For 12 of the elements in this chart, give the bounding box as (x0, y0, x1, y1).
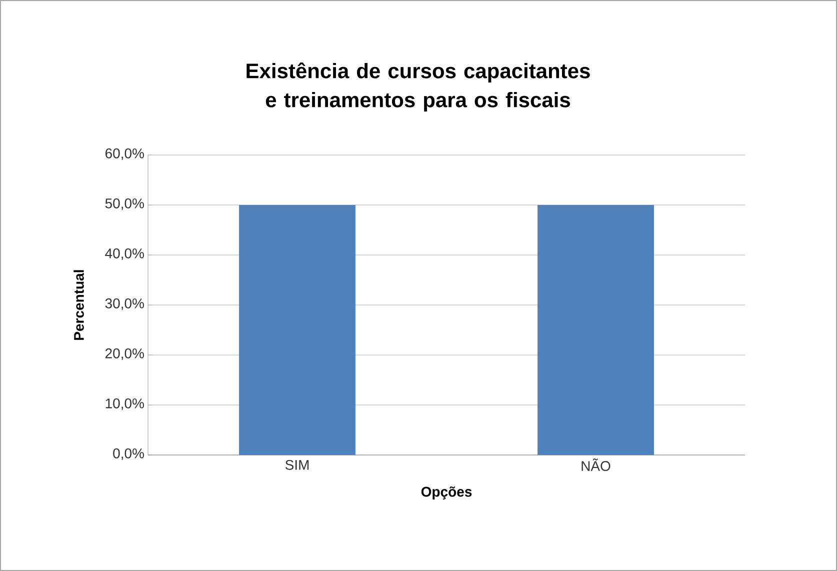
y-tick-label: 40,0% (105, 248, 144, 260)
y-tick-label: 60,0% (105, 148, 144, 160)
y-tick-label: 10,0% (106, 398, 144, 410)
x-tick-label: SIM (285, 460, 309, 470)
x-tick-label: NÃO (582, 458, 610, 471)
y-tick-label: 20,0% (105, 348, 144, 360)
x-axis-title: Opções (421, 486, 472, 500)
y-tick-label: 50,0% (105, 198, 144, 210)
y-tick-label: 0,0% (113, 448, 144, 460)
chart-title: Existência de cursos capacitantes e treinamentos para os fiscais (246, 62, 590, 112)
y-tick-label: 30,0% (105, 298, 144, 310)
y-axis-title: Percentual (74, 270, 84, 340)
